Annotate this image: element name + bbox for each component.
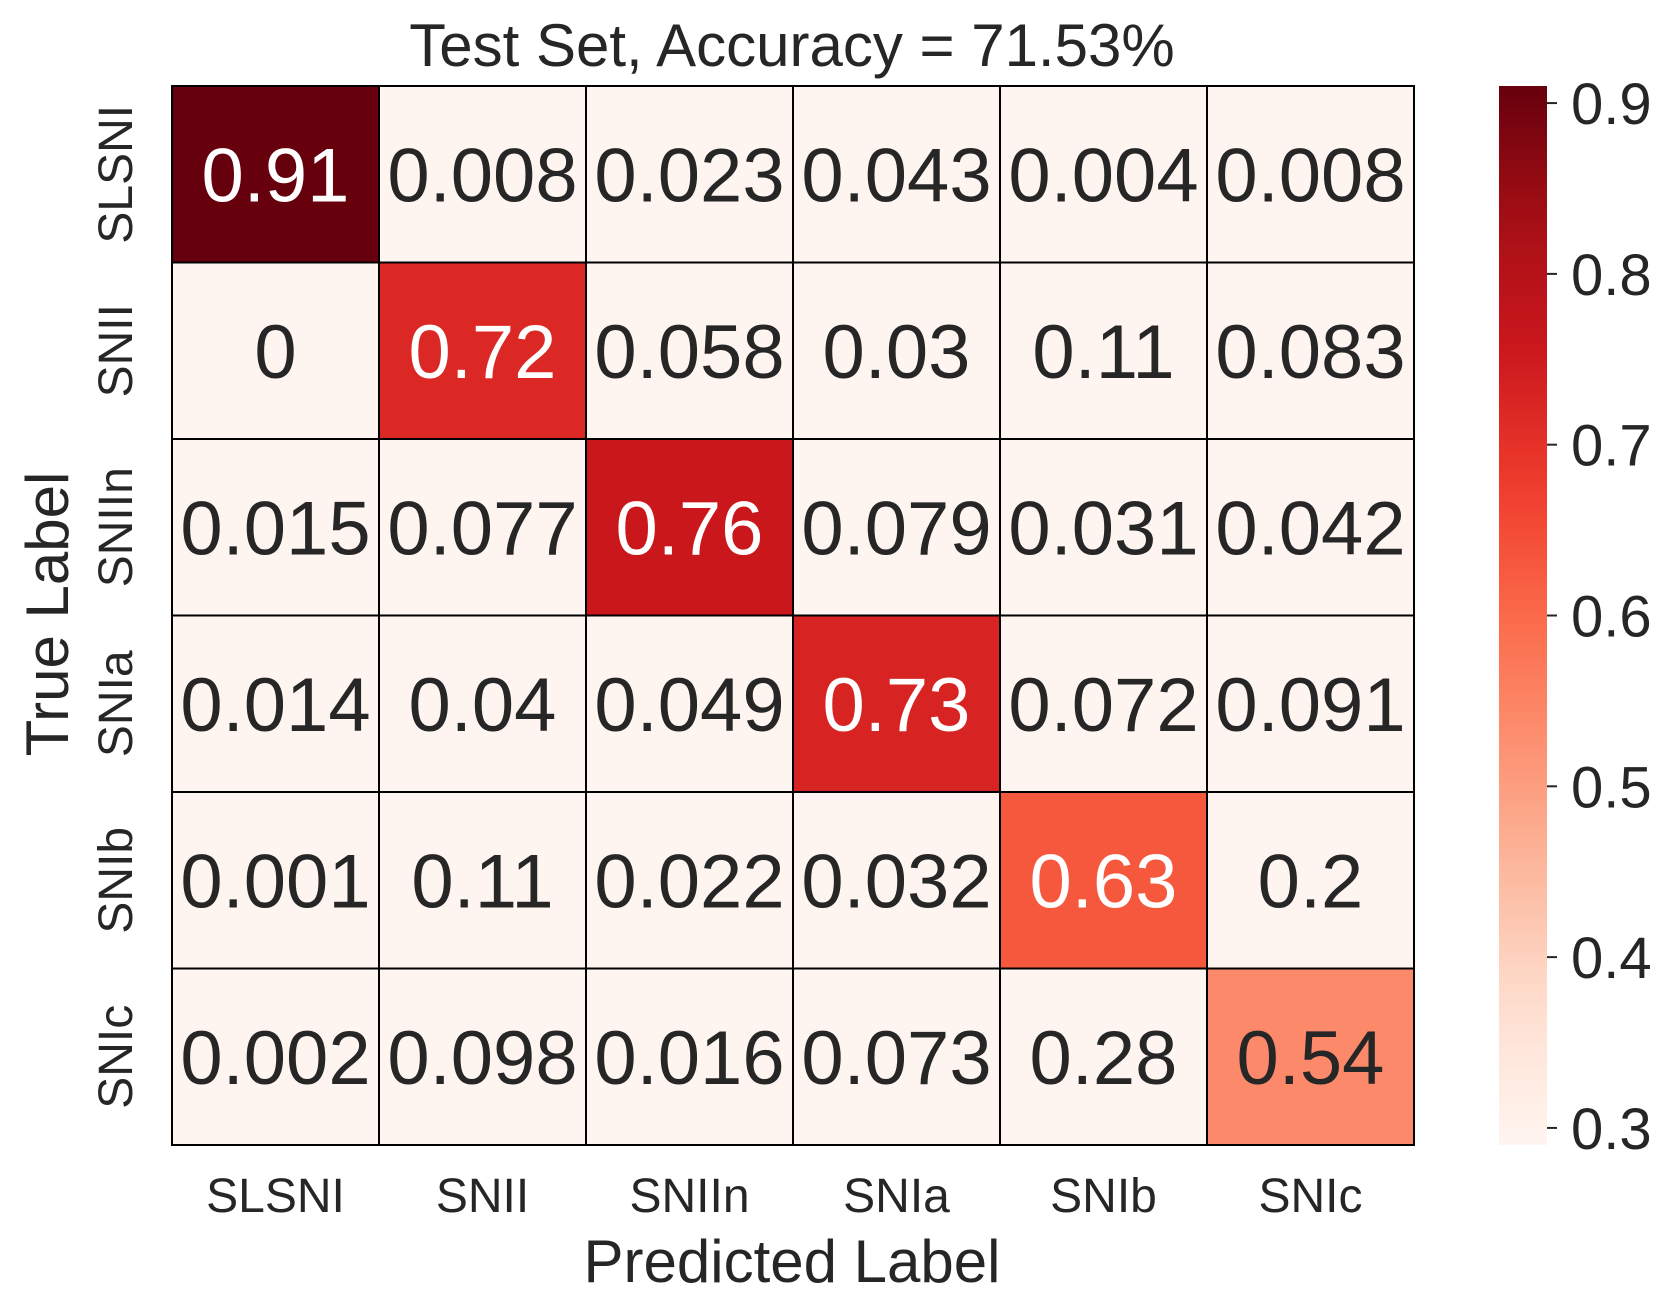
cell-value-label: 0.72 <box>409 310 557 395</box>
heatmap-cell <box>1206 438 1415 617</box>
heatmap-cell <box>1206 261 1415 440</box>
cell-value-label: 0.008 <box>1215 133 1405 218</box>
heatmap-cell <box>999 967 1208 1146</box>
cell-value-label: 0.023 <box>594 133 784 218</box>
heatmap-cell <box>171 438 380 617</box>
cell-value-label: 0.031 <box>1008 486 1198 571</box>
heatmap-cell <box>585 85 794 264</box>
cell-value-label: 0.058 <box>594 310 784 395</box>
heatmap-cell <box>171 791 380 970</box>
heatmap-cell <box>378 261 587 440</box>
x-tick-label: SNIIn <box>629 1170 749 1223</box>
y-tick-label: SNIa <box>90 650 143 757</box>
heatmap-cell <box>1206 85 1415 264</box>
cell-value-label: 0.032 <box>801 839 991 924</box>
x-tick-label: SNIc <box>1258 1170 1362 1223</box>
cell-value-label: 0.04 <box>409 663 557 748</box>
heatmap-cell <box>585 791 794 970</box>
heatmap-cell <box>585 614 794 793</box>
colorbar-tick-label: 0.4 <box>1571 926 1652 991</box>
colorbar-tick-label: 0.7 <box>1571 414 1652 479</box>
colorbar-tick-label: 0.8 <box>1571 243 1652 308</box>
cell-value-label: 0.077 <box>387 486 577 571</box>
cell-value-label: 0 <box>254 310 296 395</box>
cell-value-label: 0.76 <box>616 486 764 571</box>
cell-value-label: 0.001 <box>180 839 370 924</box>
x-tick-label: SNIa <box>843 1170 950 1223</box>
cell-value-label: 0.63 <box>1030 839 1178 924</box>
heatmap-cell <box>1206 967 1415 1146</box>
heatmap-cell <box>378 614 587 793</box>
cell-value-label: 0.54 <box>1237 1016 1385 1101</box>
heatmap-cell <box>999 438 1208 617</box>
cell-value-label: 0.022 <box>594 839 784 924</box>
heatmap-cell <box>378 85 587 264</box>
cell-value-label: 0.016 <box>594 1016 784 1101</box>
colorbar-tick-label: 0.5 <box>1571 755 1652 820</box>
cell-value-label: 0.004 <box>1008 133 1198 218</box>
cell-value-label: 0.043 <box>801 133 991 218</box>
y-tick-labels: SLSNI SNII SNIIn SNIa SNIb SNIc <box>90 105 143 1109</box>
cell-value-label: 0.015 <box>180 486 370 571</box>
heatmap-cell <box>378 438 587 617</box>
heatmap-cell <box>171 967 380 1146</box>
cell-value-label: 0.072 <box>1008 663 1198 748</box>
heatmap-cell <box>999 614 1208 793</box>
cell-value-label: 0.083 <box>1215 310 1405 395</box>
cell-value-label: 0.002 <box>180 1016 370 1101</box>
cell-value-label: 0.11 <box>411 839 553 924</box>
cell-value-label: 0.079 <box>801 486 991 571</box>
x-tick-labels: SLSNI SNII SNIIn SNIa SNIb SNIc <box>206 1170 1362 1223</box>
cell-value-label: 0.091 <box>1215 663 1405 748</box>
heatmap-cell <box>1206 791 1415 970</box>
cell-value-label: 0.73 <box>823 663 971 748</box>
y-axis-label: True Label <box>14 472 81 757</box>
cell-value-label: 0.11 <box>1032 310 1174 395</box>
x-axis-label: Predicted Label <box>584 1228 1001 1295</box>
cell-value-label: 0.2 <box>1258 839 1364 924</box>
x-tick-label: SLSNI <box>206 1170 345 1223</box>
cell-value-label: 0.014 <box>180 663 370 748</box>
chart-title: Test Set, Accuracy = 71.53% <box>409 12 1174 79</box>
cell-value-label: 0.042 <box>1215 486 1405 571</box>
cell-value-label: 0.03 <box>823 310 971 395</box>
cell-value-label: 0.008 <box>387 133 577 218</box>
heatmap-cell <box>792 85 1001 264</box>
heatmap-cell <box>1206 614 1415 793</box>
cell-value-label: 0.91 <box>202 133 350 218</box>
heatmap-cell <box>171 614 380 793</box>
heatmap-cell <box>999 85 1208 264</box>
colorbar: 0.3 0.4 0.5 0.6 0.7 0.8 0.9 <box>1499 72 1652 1162</box>
heatmap-cell <box>792 261 1001 440</box>
y-tick-label: SNII <box>90 304 143 397</box>
y-tick-label: SNIc <box>90 1005 143 1109</box>
colorbar-tick-label: 0.6 <box>1571 585 1652 650</box>
heatmap-cell <box>792 791 1001 970</box>
colorbar-tick-label: 0.9 <box>1571 72 1652 137</box>
heatmap-cell <box>999 791 1208 970</box>
cell-value-label: 0.28 <box>1030 1016 1178 1101</box>
y-tick-label: SLSNI <box>90 105 143 244</box>
cell-value-label: 0.098 <box>387 1016 577 1101</box>
heatmap-cell <box>792 438 1001 617</box>
x-tick-label: SNIb <box>1050 1170 1157 1223</box>
cell-value-label: 0.049 <box>594 663 784 748</box>
y-tick-label: SNIIn <box>90 467 143 587</box>
heatmap-cell <box>792 967 1001 1146</box>
colorbar-tick-label: 0.3 <box>1571 1097 1652 1162</box>
heatmap-cell <box>171 85 380 264</box>
colorbar-gradient <box>1499 86 1547 1145</box>
cell-value-label: 0.073 <box>801 1016 991 1101</box>
x-tick-label: SNII <box>436 1170 529 1223</box>
y-tick-label: SNIb <box>90 827 143 934</box>
heatmap-cell <box>792 614 1001 793</box>
heatmap-cell <box>585 438 794 617</box>
